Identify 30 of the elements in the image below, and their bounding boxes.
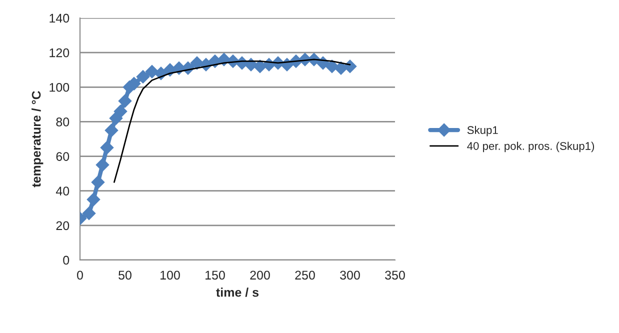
- legend-label: 40 per. pok. pros. (Skup1): [467, 142, 594, 152]
- point: [86, 192, 100, 206]
- y-tick-label: 60: [56, 152, 70, 161]
- x-tick-label: 250: [295, 270, 315, 280]
- y-tick-label: 40: [56, 186, 70, 196]
- point: [96, 158, 110, 172]
- x-tick-label: 300: [340, 270, 360, 280]
- point: [100, 141, 114, 154]
- point: [114, 104, 128, 118]
- x-tick-label: 0: [77, 270, 83, 280]
- y-tick-label: 20: [56, 221, 70, 230]
- y-tick-label: 0: [63, 256, 70, 265]
- y-tick-label: 120: [50, 48, 70, 58]
- point: [104, 124, 118, 137]
- y-tick-label: 80: [56, 118, 70, 126]
- point: [91, 176, 105, 189]
- x-axis-title: time / s: [216, 288, 259, 297]
- y-tick-label: 140: [50, 14, 70, 23]
- x-tick-label: 350: [385, 270, 405, 280]
- x-tick-label: 200: [250, 270, 270, 280]
- x-tick-label: 50: [118, 270, 132, 280]
- point: [118, 94, 132, 108]
- legend-label: Skup1: [467, 126, 498, 136]
- x-tick-label: 100: [160, 270, 180, 280]
- y-tick-label: 100: [50, 82, 70, 92]
- y-axis-title: temperature / °C: [32, 90, 44, 188]
- point: [82, 206, 96, 220]
- x-tick-label: 150: [206, 270, 225, 280]
- point: [343, 60, 357, 73]
- point: [136, 70, 150, 84]
